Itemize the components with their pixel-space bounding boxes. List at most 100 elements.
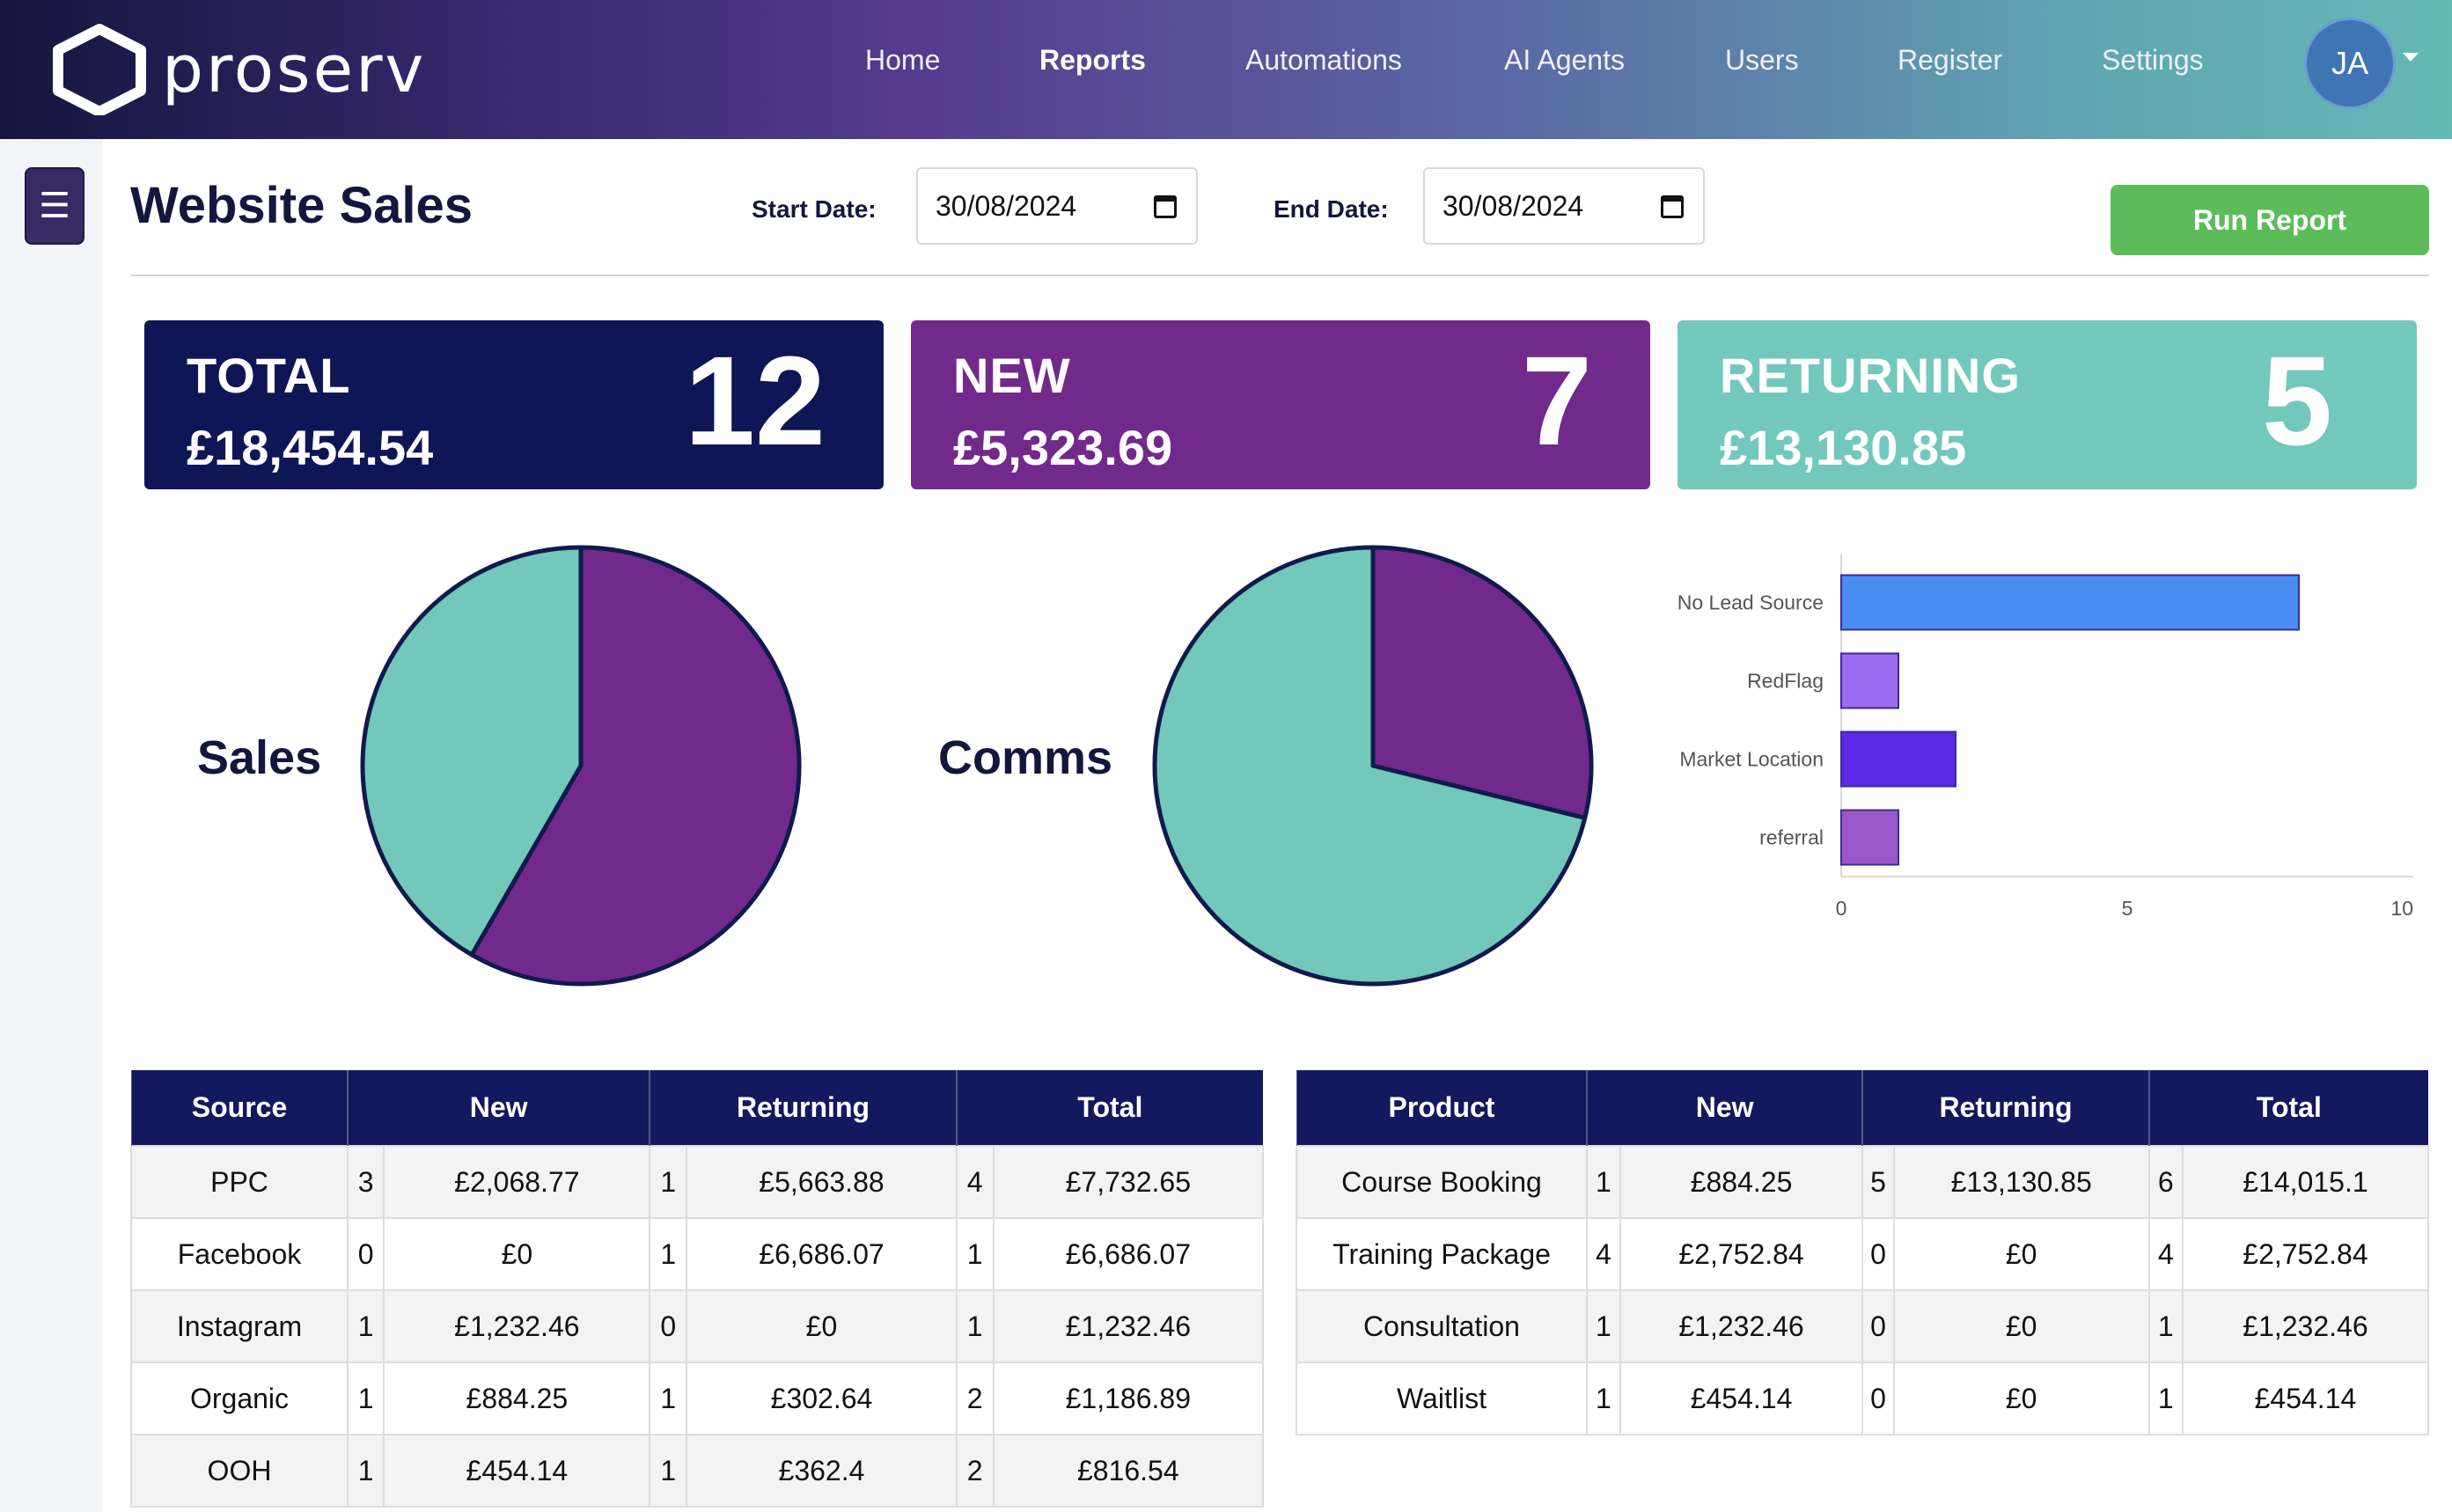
proserv-logo[interactable]: proserv [49,23,426,116]
table-cell: £1,232.46 [992,1289,1265,1363]
start-date-input[interactable]: 30/08/2024 [916,167,1198,245]
table-cell: 1 [2147,1362,2184,1435]
table-row: Organic 1 £884.25 1 £302.64 2 £1,186.89 [130,1362,1265,1435]
table-cell: 2 [955,1362,995,1435]
bar-category-label: RedFlag [1747,670,1824,693]
row-label-cell: Consultation [1296,1289,1588,1363]
table-cell: £7,732.65 [992,1145,1265,1219]
table-cell: £454.14 [2181,1362,2430,1435]
table-cell: 4 [1586,1217,1621,1291]
table-header-row: Source New Returning Total [130,1070,1263,1146]
comms-pie-chart [1152,545,1594,987]
nav-automations[interactable]: Automations [1245,44,1402,76]
table-cell: £6,686.07 [686,1217,958,1291]
row-label-cell: Training Package [1296,1217,1588,1291]
card-amount: £13,130.85 [1720,420,1967,475]
top-navbar: proserv Home Reports Automations AI Agen… [0,0,2452,139]
header-divider [130,275,2429,276]
column-header-returning[interactable]: Returning [1861,1070,2149,1146]
nav-reports[interactable]: Reports [1039,44,1146,76]
table-cell: £5,663.88 [686,1145,958,1219]
table-row: Course Booking 1 £884.25 5 £13,130.85 6 £14,01… [1296,1145,2430,1219]
table-cell: £13,130.85 [1892,1145,2150,1219]
row-label-cell: PPC [130,1145,349,1219]
nav-home[interactable]: Home [865,44,941,76]
row-label-cell: Instagram [130,1289,349,1363]
table-cell: £0 [1892,1217,2150,1291]
nav-register[interactable]: Register [1898,44,2003,76]
start-date-label: Start Date: [752,195,877,223]
bar-referral[interactable] [1840,809,1899,866]
row-label-cell: Facebook [130,1217,349,1291]
table-cell: 0 [1861,1362,1895,1435]
bar-category-label: referral [1759,826,1824,849]
table-cell: £454.14 [1619,1362,1864,1435]
table-row: Instagram 1 £1,232.46 0 £0 1 £1,232.46 [130,1289,1265,1363]
end-date-label: End Date: [1274,195,1389,223]
nav-settings[interactable]: Settings [2102,44,2204,76]
table-cell: 0 [1861,1289,1895,1363]
table-cell: £1,232.46 [1619,1289,1864,1363]
card-amount: £18,454.54 [187,420,434,475]
table-cell: £0 [1892,1289,2150,1363]
chevron-down-icon[interactable] [2403,53,2419,62]
bar-market-location[interactable] [1840,730,1956,788]
column-header-new[interactable]: New [346,1070,650,1146]
run-report-button[interactable]: Run Report [2111,185,2429,255]
bar-no-lead-source[interactable] [1840,574,2300,631]
column-header-source[interactable]: Source [130,1070,348,1146]
bar-redflag[interactable] [1840,652,1899,709]
product-table: Product New Returning Total Course Booki… [1296,1070,2430,1435]
nav-ai-agents[interactable]: AI Agents [1504,44,1625,76]
nav-users[interactable]: Users [1725,44,1799,76]
table-cell: £0 [383,1217,651,1291]
table-cell: £884.25 [1619,1145,1864,1219]
card-title: TOTAL [187,348,351,403]
returning-card: RETURNING £13,130.85 5 [1677,320,2417,489]
table-cell: £884.25 [383,1362,651,1435]
table-cell: 4 [2147,1217,2184,1291]
source-table: Source New Returning Total PPC 3 £2,068.77… [130,1070,1265,1508]
pie-slice-returning[interactable] [1152,545,1588,987]
x-tick-label: 0 [1836,897,1847,920]
table-cell: £2,752.84 [1619,1217,1864,1291]
table-header-row: Product New Returning Total [1296,1070,2428,1146]
table-cell: 1 [1586,1145,1621,1219]
table-cell: £1,186.89 [992,1362,1265,1435]
calendar-icon[interactable] [1154,195,1177,218]
column-header-total[interactable]: Total [955,1070,1263,1146]
table-cell: £302.64 [686,1362,958,1435]
table-cell: 0 [346,1217,385,1291]
menu-toggle-button[interactable]: ☰ [25,167,84,245]
table-cell: £1,232.46 [2181,1289,2430,1363]
card-amount: £5,323.69 [953,420,1173,475]
card-title: RETURNING [1720,348,2021,403]
calendar-icon[interactable] [1661,195,1684,218]
logo-text: proserv [162,32,427,107]
column-header-product[interactable]: Product [1296,1070,1587,1146]
table-row: Training Package 4 £2,752.84 0 £0 4 £2,752.84 [1296,1217,2430,1291]
column-header-returning[interactable]: Returning [649,1070,957,1146]
table-cell: 1 [1586,1362,1621,1435]
column-header-new[interactable]: New [1585,1070,1863,1146]
table-row: Waitlist 1 £454.14 0 £0 1 £454.14 [1296,1362,2430,1435]
table-cell: 0 [649,1289,688,1363]
pie-slice-new[interactable] [469,545,802,987]
user-avatar[interactable]: JA [2304,18,2396,109]
end-date-input[interactable]: 30/08/2024 [1423,167,1705,245]
logo-hexagon-icon [53,24,146,115]
table-cell: £816.54 [992,1434,1265,1508]
bar-category-label: Market Location [1679,748,1824,771]
table-row: Facebook 0 £0 1 £6,686.07 1 £6,686.07 [130,1217,1265,1291]
table-cell: 1 [346,1434,385,1508]
card-count: 7 [1521,330,1592,472]
table-cell: 1 [955,1217,995,1291]
lead-source-bar-chart: No Lead Source RedFlag Market Location refe… [1677,554,2413,920]
pie-slice-new[interactable] [1370,545,1594,820]
column-header-total[interactable]: Total [2147,1070,2428,1146]
pie-slice-returning[interactable] [360,545,584,958]
hamburger-icon: ☰ [39,187,70,225]
table-cell: 1 [649,1145,688,1219]
table-cell: £1,232.46 [383,1289,651,1363]
table-cell: 1 [955,1289,995,1363]
